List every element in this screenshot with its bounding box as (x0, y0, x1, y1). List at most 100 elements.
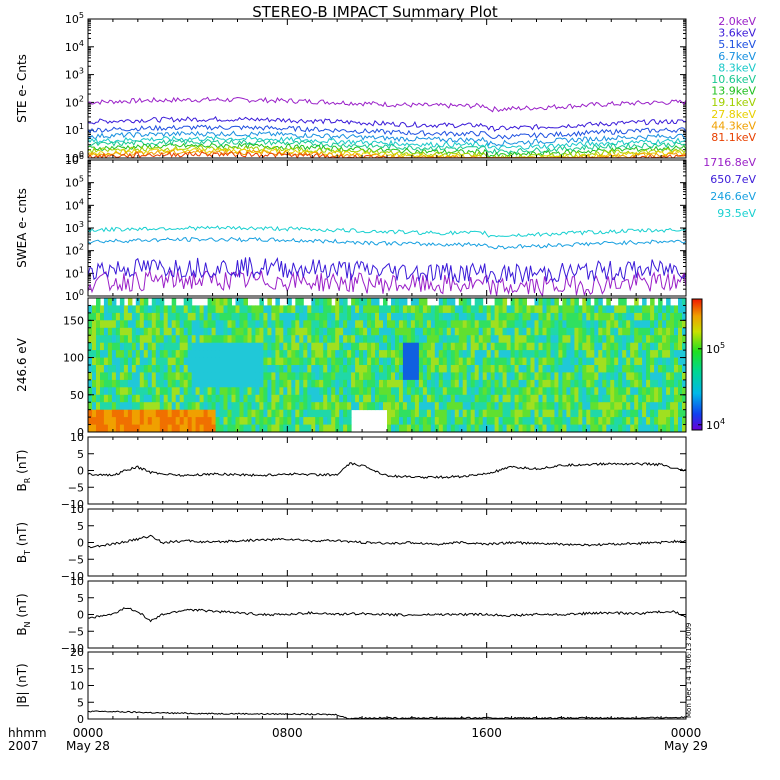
pad-cell (271, 357, 276, 366)
pad-cell (410, 394, 416, 403)
pad-cell (283, 379, 288, 388)
pad-cell (462, 417, 468, 425)
pad-cell (554, 379, 559, 388)
pad-cell (454, 365, 460, 373)
pad-cell (682, 350, 687, 358)
pad-cell (474, 327, 480, 336)
pad-cell (211, 402, 217, 411)
pad-cell (618, 357, 623, 366)
pad-cell (255, 327, 260, 336)
pad-cell (331, 357, 336, 366)
pad-cell (211, 394, 217, 403)
pad-cell (107, 357, 113, 366)
pad-cell (335, 357, 340, 366)
pad-cell (163, 379, 169, 388)
pad-cell (406, 402, 412, 411)
pad-cell (634, 365, 639, 373)
pad-cell (383, 372, 388, 381)
pad-cell (339, 298, 344, 306)
pad-cell (494, 387, 500, 396)
pad-cell (550, 320, 555, 329)
pad-cell (450, 402, 456, 411)
pad-cell (458, 379, 464, 388)
pad-cell (267, 335, 272, 344)
pad-cell (482, 402, 488, 411)
pad-cell (634, 417, 639, 425)
pad-cell (618, 312, 623, 321)
pad-cell (562, 305, 567, 314)
pad-cell (426, 409, 432, 418)
pad-cell (678, 342, 683, 351)
pad-cell (96, 320, 101, 329)
pad-cell (303, 417, 308, 425)
pad-cell (642, 417, 647, 425)
pad-cell (406, 387, 412, 396)
pad-cell (550, 357, 555, 366)
pad-cell (406, 424, 412, 433)
pad-cell (263, 424, 268, 433)
pad-cell (259, 424, 264, 433)
pad-cell (111, 409, 117, 418)
pad-cell (247, 335, 252, 344)
pad-cell (622, 394, 627, 403)
pad-cell (534, 342, 539, 351)
pad-cell (426, 372, 432, 381)
pad-cell (610, 320, 615, 329)
pad-cell (159, 312, 165, 321)
pad-cell (534, 357, 539, 366)
pad-cell (506, 350, 512, 358)
pad-cell (92, 402, 97, 411)
pad-cell (418, 320, 424, 329)
pad-cell (199, 305, 205, 314)
pad-cell (399, 350, 404, 358)
pad-cell (291, 320, 296, 329)
pad-cell (123, 320, 129, 329)
pad-cell (383, 342, 388, 351)
pad-cell (103, 305, 109, 314)
pad-cell (123, 365, 129, 373)
pad-cell (171, 312, 177, 321)
pad-cell (379, 335, 384, 344)
swea-ytick-label: 105 (65, 175, 84, 190)
pad-cell (514, 387, 520, 396)
pad-cell (259, 342, 264, 351)
pad-cell (498, 394, 504, 403)
pad-cell (642, 357, 647, 366)
pad-cell (466, 365, 472, 373)
pad-cell (406, 350, 412, 358)
pad-cell (466, 327, 472, 336)
pad-cell (359, 312, 364, 321)
pad-cell (339, 372, 344, 381)
pad-cell (442, 327, 448, 336)
pad-cell (171, 379, 177, 388)
pad-cell (610, 379, 615, 388)
pad-cell (263, 387, 268, 396)
pad-cell (634, 402, 639, 411)
pad-cell (363, 365, 368, 373)
pad-cell (598, 327, 603, 336)
pad-cell (299, 409, 304, 418)
pad-cell (143, 312, 149, 321)
pad-cell (522, 312, 527, 321)
bn-frame (87, 580, 687, 649)
pad-cell (343, 350, 348, 358)
pad-cell (211, 312, 217, 321)
pad-cell (391, 342, 396, 351)
pad-cell (650, 335, 655, 344)
pad-cell (450, 305, 456, 314)
pad-cell (155, 305, 161, 314)
pad-cell (167, 320, 173, 329)
pad-cell (638, 417, 643, 425)
pad-cell (482, 365, 488, 373)
pad-cell (474, 424, 480, 433)
pad-cell (554, 402, 559, 411)
pad-cell (642, 350, 647, 358)
pad-cell (387, 379, 392, 388)
pad-cell (163, 424, 169, 433)
pad-cell (303, 342, 308, 351)
pad-cell (259, 305, 264, 314)
pad-cell (263, 417, 268, 425)
pad-cell (442, 402, 448, 411)
pad-cell (287, 320, 292, 329)
pad-cell (654, 350, 659, 358)
